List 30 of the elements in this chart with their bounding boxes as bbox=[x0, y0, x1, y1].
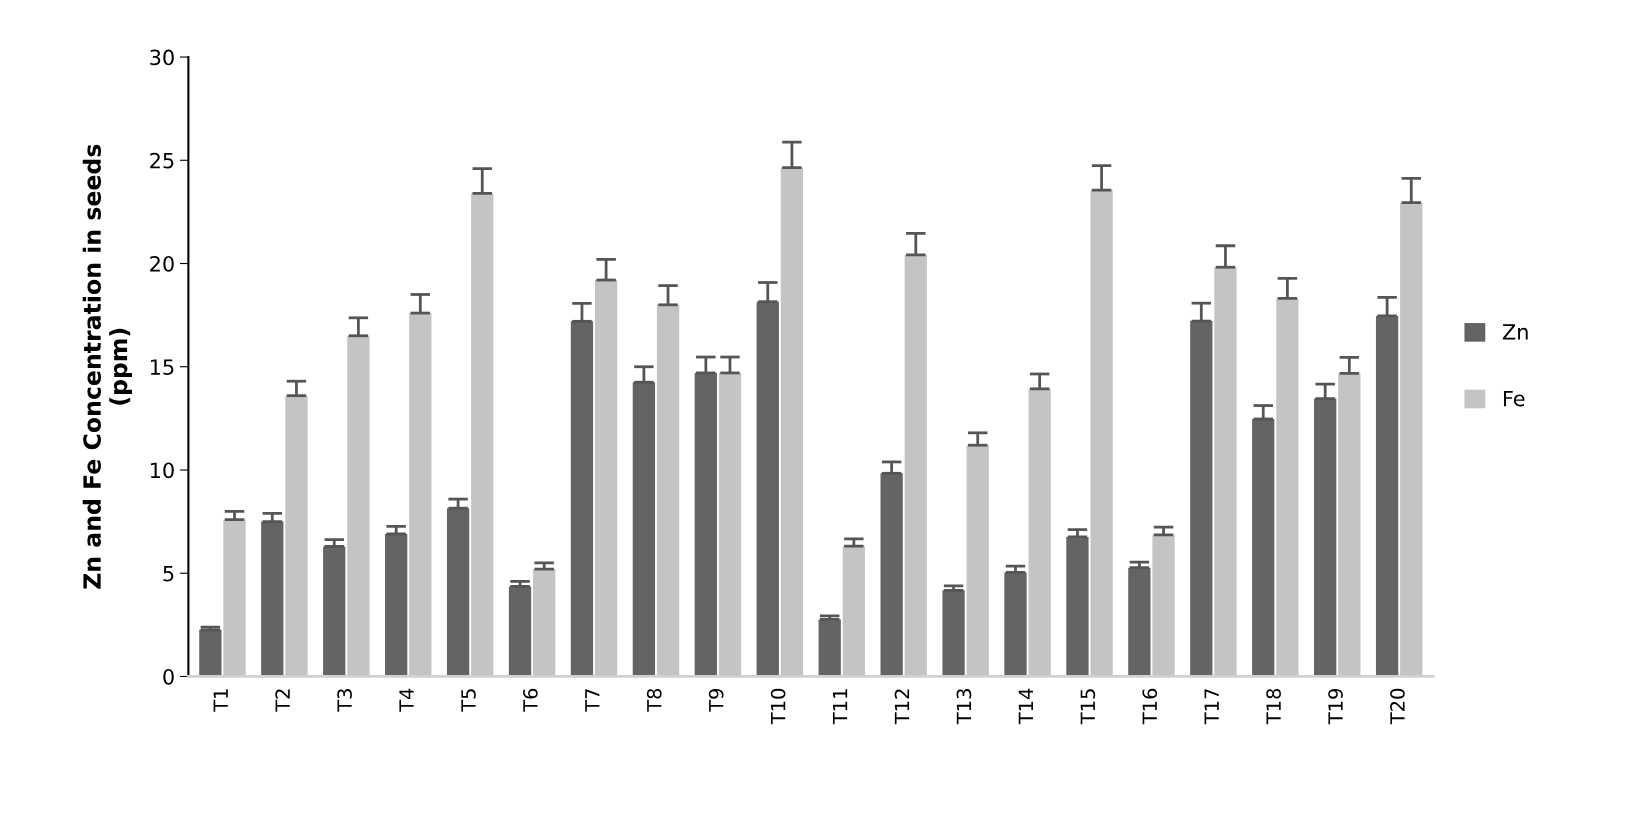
x-tick-label: T6 bbox=[523, 688, 538, 712]
x-tick-label: T4 bbox=[399, 688, 414, 712]
x-tick-label: T2 bbox=[275, 689, 290, 712]
x-tick-label: T12 bbox=[894, 689, 910, 725]
x-tick-label: T11 bbox=[832, 689, 848, 725]
x-tick-label: T15 bbox=[1080, 689, 1096, 725]
x-tick-label: T5 bbox=[461, 689, 476, 712]
x-tick-label: T8 bbox=[646, 688, 662, 712]
x-tick-label: T14 bbox=[1018, 688, 1033, 725]
x-tick-label: T10 bbox=[770, 688, 786, 725]
x-tick-label: T1 bbox=[213, 689, 228, 712]
x-tick-label: T13 bbox=[956, 689, 972, 725]
x-tick-label: T19 bbox=[1328, 688, 1343, 725]
x-tick-label: T7 bbox=[585, 689, 600, 712]
y-tick-label: 5 bbox=[163, 565, 174, 582]
y-tick-label: 25 bbox=[150, 152, 174, 169]
y-tick-label: 10 bbox=[150, 462, 174, 479]
y-axis-title: Zn and Fe Concentration in seeds (ppm) bbox=[82, 144, 132, 589]
y-tick-label: 30 bbox=[150, 49, 174, 66]
x-tick-label: T9 bbox=[708, 688, 724, 712]
x-tick-label: T16 bbox=[1142, 688, 1158, 725]
x-tick-label: T17 bbox=[1204, 689, 1219, 725]
y-tick-label: 0 bbox=[163, 668, 174, 685]
legend-label: Fe bbox=[1503, 390, 1525, 407]
y-tick-label: 15 bbox=[150, 359, 174, 375]
legend-label: Zn bbox=[1502, 324, 1528, 340]
x-tick-label: T20 bbox=[1390, 688, 1405, 725]
x-tick-label: T3 bbox=[337, 689, 352, 712]
x-tick-label: T18 bbox=[1266, 688, 1281, 725]
y-tick-label: 20 bbox=[150, 255, 174, 272]
